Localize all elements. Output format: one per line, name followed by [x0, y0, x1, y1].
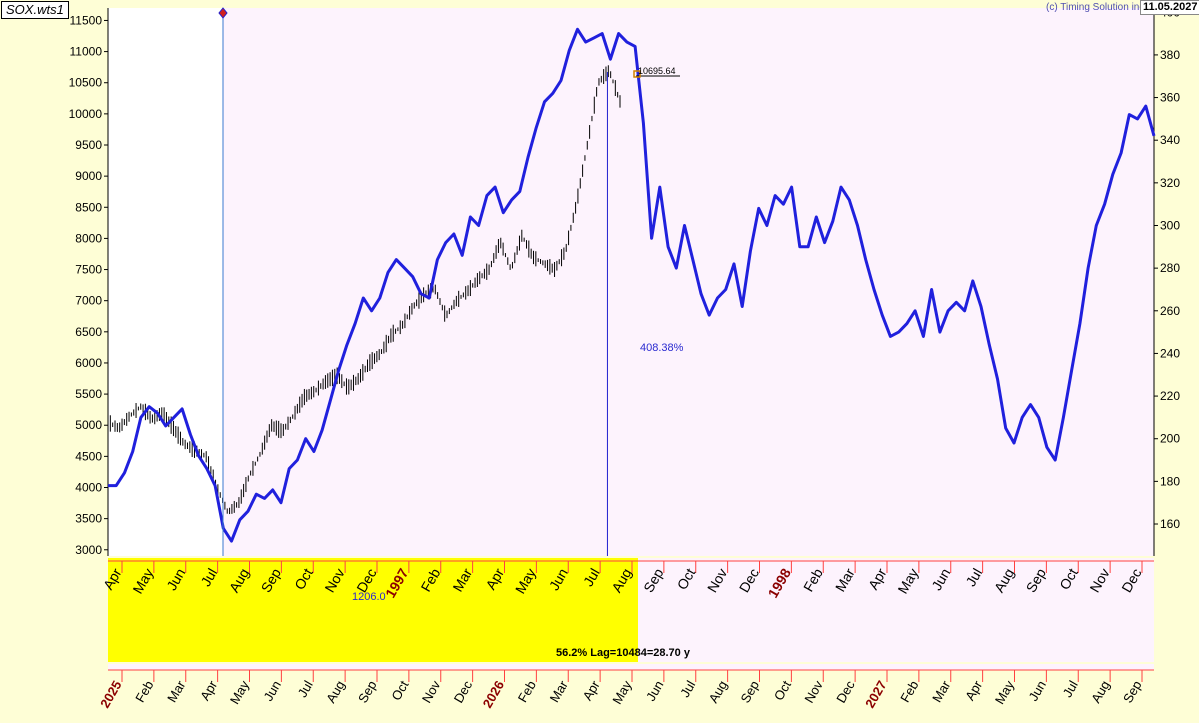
- bottom-axis-label: May: [227, 678, 253, 707]
- left-tick-label: 11000: [70, 45, 103, 59]
- plot-area-future: [223, 8, 1154, 556]
- bottom-axis-label: Aug: [706, 678, 731, 706]
- top-axis-label: Jul: [580, 566, 603, 590]
- copyright-text: (c) Timing Solution inc.: [1046, 2, 1148, 13]
- peak-value-label: 10695.64: [638, 66, 676, 76]
- bottom-axis-label: Mar: [547, 677, 572, 704]
- bottom-axis-label: Apr: [580, 677, 603, 703]
- lag-label: 56.2% Lag=10484=28.70 y: [556, 647, 690, 659]
- bottom-axis-label: Dec: [833, 678, 858, 706]
- projection-series-line: [108, 27, 1156, 543]
- right-tick-label: 360: [1160, 91, 1180, 105]
- percent-change-label: 408.38%: [640, 342, 684, 354]
- bottom-axis-label: Oct: [771, 678, 794, 703]
- bottom-axis-label: Feb: [897, 678, 921, 705]
- left-tick-label: 3500: [75, 512, 102, 526]
- left-tick-label: 7000: [75, 294, 102, 308]
- right-tick-label: 160: [1160, 517, 1180, 531]
- top-axis-label: Jul: [962, 566, 985, 590]
- bottom-axis-label: Apr: [197, 677, 220, 703]
- bottom-axis-label: 2026: [480, 678, 507, 711]
- right-tick-label: 280: [1160, 261, 1180, 275]
- left-tick-label: 6500: [75, 325, 102, 339]
- left-tick-label: 8000: [75, 231, 102, 245]
- projection-line: [108, 27, 1156, 543]
- left-tick-label: 6000: [75, 356, 102, 370]
- bottom-axis-label: Mar: [164, 677, 189, 704]
- bottom-axis-label: Jul: [295, 678, 316, 700]
- bottom-axis-label: 2025: [97, 678, 124, 711]
- right-tick-label: 260: [1160, 304, 1180, 318]
- bottom-axis-label: Aug: [323, 678, 348, 706]
- peak-marker: [633, 70, 641, 78]
- current-date: 11.05.2027: [1140, 0, 1199, 15]
- right-tick-label: 300: [1160, 218, 1180, 232]
- right-tick-label: 340: [1160, 133, 1180, 147]
- bottom-axis-label: Aug: [1088, 678, 1113, 706]
- bottom-axis-label: Sep: [1120, 678, 1145, 706]
- bottom-axis-label: May: [609, 678, 635, 707]
- bottom-axis-label: Jul: [1060, 678, 1081, 700]
- left-tick-label: 10000: [69, 107, 103, 121]
- bottom-axis-label: Apr: [962, 677, 985, 703]
- left-tick-label: 4500: [75, 449, 102, 463]
- left-tick-label: 5000: [75, 418, 102, 432]
- bottom-axis-label: Jun: [643, 678, 666, 704]
- top-axis-highlight: [108, 558, 638, 662]
- bottom-time-axis: 2025 Feb Mar Apr May Jun Jul Aug Sep Oct Nov Dec 202…: [97, 670, 1145, 711]
- left-axis: 3000 3500 4000 4500 5000 5500 6000 6500 7000 7500…: [69, 8, 109, 557]
- bottom-axis-label: Nov: [419, 678, 444, 706]
- left-tick-label: 11500: [70, 13, 103, 27]
- bottom-axis-label: 2027: [862, 678, 889, 711]
- left-tick-label: 7500: [75, 263, 102, 277]
- bottom-axis-label: Mar: [929, 677, 954, 704]
- bottom-axis-label: Feb: [515, 678, 539, 705]
- left-tick-label: 3000: [75, 543, 102, 557]
- bottom-axis-label: Jul: [677, 678, 698, 700]
- right-tick-label: 200: [1160, 432, 1180, 446]
- symbol-label[interactable]: SOX.wts1: [1, 1, 69, 19]
- bottom-axis-strip: [108, 664, 1154, 670]
- left-tick-label: 4000: [75, 481, 102, 495]
- bottom-axis-label: Oct: [388, 678, 411, 703]
- bottom-axis-label: Jun: [260, 678, 283, 704]
- mid-value-label: 1206.0: [352, 591, 386, 603]
- right-tick-label: 320: [1160, 176, 1180, 190]
- left-tick-label: 8500: [75, 200, 102, 214]
- right-axis: 160180200220240260280300320340360380400: [1153, 5, 1180, 556]
- right-tick-label: 220: [1160, 389, 1180, 403]
- start-marker-icon: [218, 7, 228, 19]
- bottom-axis-label: Sep: [738, 678, 763, 706]
- bottom-axis-label: Sep: [355, 678, 380, 706]
- bottom-axis-label: Jun: [1025, 678, 1048, 704]
- right-tick-label: 180: [1160, 474, 1180, 488]
- right-tick-label: 380: [1160, 48, 1180, 62]
- top-axis-label: Jul: [197, 566, 220, 590]
- right-tick-label: 240: [1160, 346, 1180, 360]
- left-tick-label: 9000: [75, 169, 102, 183]
- price-bars: [107, 65, 621, 515]
- left-tick-label: 9500: [75, 138, 102, 152]
- left-tick-label: 5500: [75, 387, 102, 401]
- bottom-axis-label: May: [992, 678, 1018, 707]
- left-tick-label: 10500: [69, 76, 103, 90]
- bottom-axis-label: Feb: [132, 678, 156, 705]
- bottom-axis-label: Dec: [451, 678, 476, 706]
- bottom-axis-label: Nov: [801, 678, 826, 706]
